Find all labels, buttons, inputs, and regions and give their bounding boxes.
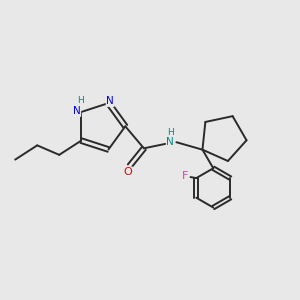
Text: H: H <box>168 128 174 137</box>
Text: H: H <box>77 96 84 105</box>
Text: N: N <box>106 96 114 106</box>
Text: O: O <box>124 167 132 177</box>
Text: F: F <box>182 171 188 182</box>
Text: N: N <box>167 137 174 147</box>
Text: N: N <box>73 106 81 116</box>
